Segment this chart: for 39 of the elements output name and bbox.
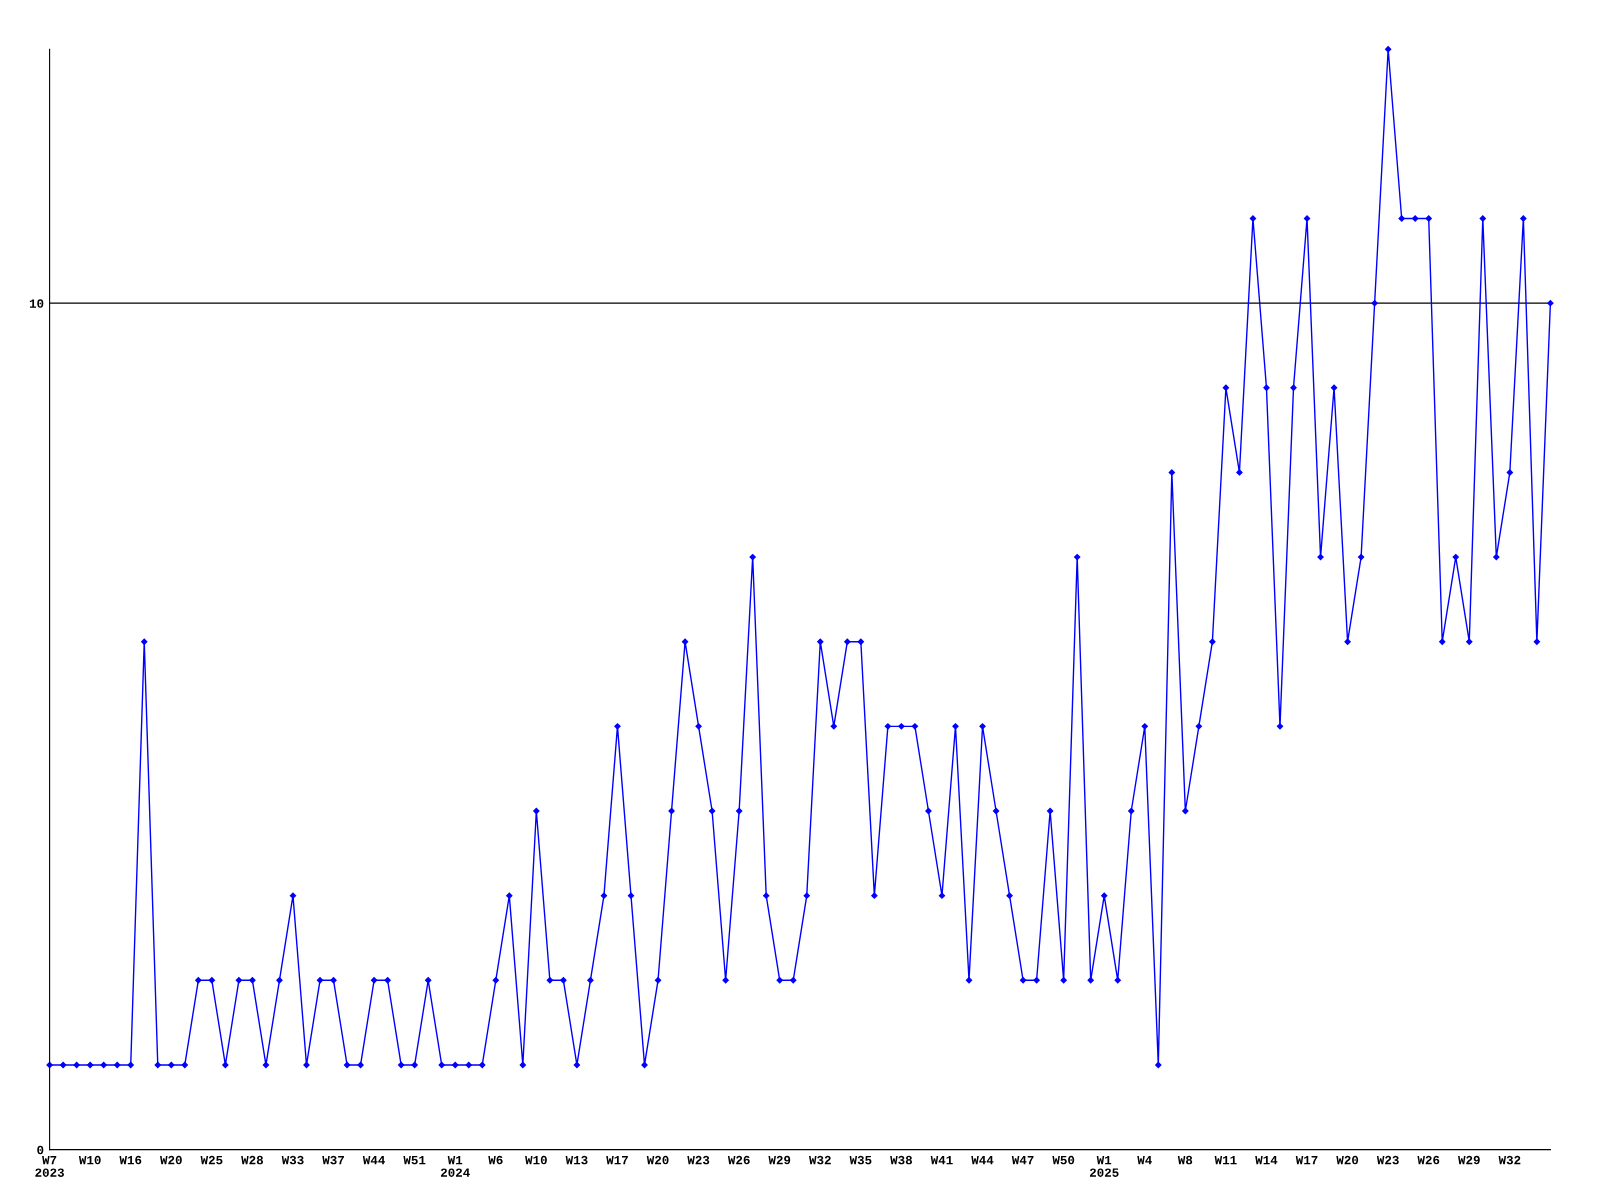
x-tick-label: W25: [200, 1155, 223, 1165]
x-tick-label: W14: [1255, 1155, 1278, 1165]
x-tick-label: W51: [403, 1155, 426, 1165]
x-tick-label: W20: [646, 1155, 669, 1165]
x-tick-label: W23: [1376, 1155, 1399, 1165]
y-tick-label: 10: [29, 299, 44, 308]
x-tick-label: W44: [362, 1155, 385, 1165]
x-tick-label: W17: [606, 1155, 628, 1165]
x-tick-label: W11: [1214, 1155, 1237, 1165]
x-tick-label: W32: [809, 1155, 831, 1165]
x-tick-label: W47: [1011, 1155, 1034, 1165]
x-tick-label: W4: [1137, 1155, 1152, 1165]
x-tick-label: W13: [565, 1155, 588, 1165]
x-tick-label: W20: [160, 1155, 182, 1165]
x-tick-label: W16: [119, 1155, 142, 1165]
x-tick-label: W23: [687, 1155, 710, 1165]
x-tick-label: W10: [525, 1155, 547, 1165]
y-tick-label: 0: [37, 1145, 44, 1155]
x-tick-label: W28: [241, 1155, 263, 1165]
x-tick-label: W29: [1458, 1155, 1480, 1165]
x-tick-label: W10: [78, 1155, 101, 1165]
x-tick-label: W33: [281, 1155, 304, 1165]
x-tick-label: W6: [488, 1155, 503, 1165]
x-tick-label: W41: [930, 1155, 953, 1165]
x-tick-label: W44: [971, 1155, 994, 1165]
x-tick-label: W38: [890, 1155, 912, 1165]
x-tick-label: W20: [1336, 1155, 1359, 1165]
x-tick-label: W32: [1498, 1155, 1521, 1165]
x-tick-label: W50: [1052, 1155, 1075, 1165]
x-tick-label: W37: [322, 1155, 344, 1165]
x-tick-label: W26: [1417, 1155, 1440, 1165]
x-tick-label: W26: [727, 1155, 750, 1165]
x-tick-label: W29: [768, 1155, 791, 1165]
x-tick-label: W8: [1177, 1155, 1193, 1165]
x-tick-label: W17: [1295, 1155, 1318, 1165]
x-tick-label: W1 2025: [1089, 1155, 1119, 1177]
x-tick-label: W35: [849, 1155, 872, 1165]
x-tick-label: W1 2024: [440, 1155, 470, 1177]
x-tick-label: W7 2023: [35, 1155, 64, 1177]
